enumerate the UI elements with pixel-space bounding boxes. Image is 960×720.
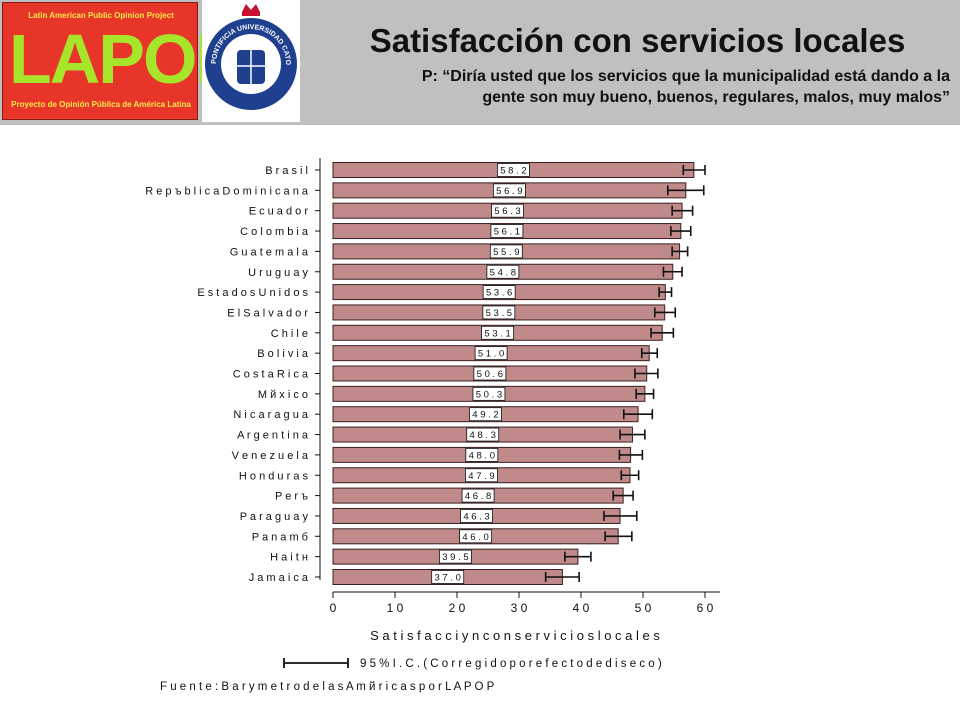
header-banner: Latin American Public Opinion Project LA… — [0, 0, 960, 125]
value-label-box — [491, 203, 524, 218]
category-label: B o l i v i a — [257, 348, 309, 360]
value-label: 4 6 . 3 — [463, 511, 489, 522]
category-label: C o l o m b i a — [240, 226, 309, 238]
category-label: J a m a i c a — [249, 572, 309, 584]
value-label: 4 7 . 9 — [468, 471, 494, 482]
university-seal-icon: PONTIFICIA UNIVERSIDAD CATOLICA DE CHILE — [199, 0, 297, 110]
category-label: E s t a d o s U n i d o s — [197, 287, 308, 299]
x-tick-label: 2 0 — [449, 601, 466, 615]
lapop-logo: Latin American Public Opinion Project LA… — [2, 2, 242, 120]
value-label: 5 4 . 8 — [490, 267, 516, 278]
category-label: M й x i c o — [258, 389, 308, 401]
lapop-logo-top-text: Latin American Public Opinion Project — [28, 11, 174, 20]
satisfaction-bar-chart: B r a s i l 5 8 . 2 R e p ъ b l i c a D o … — [145, 158, 720, 693]
value-label: 5 6 . 9 — [496, 186, 522, 197]
value-label: 5 3 . 5 — [486, 308, 512, 319]
category-label: E l S a l v a d o r — [227, 307, 308, 319]
category-label: V e n e z u e l a — [232, 450, 309, 462]
value-label-box — [482, 305, 516, 320]
category-label: G u a t e m a l a — [230, 246, 309, 258]
lapop-logo-bottom-text: Proyecto de Opinión Pública de América L… — [11, 100, 191, 109]
category-label: N i c a r a g u a — [233, 409, 308, 421]
value-label: 5 5 . 9 — [493, 247, 519, 258]
value-label: 5 6 . 3 — [494, 206, 520, 217]
value-label: 5 8 . 2 — [500, 166, 526, 177]
value-label: 5 3 . 1 — [484, 328, 510, 339]
value-label: 5 3 . 6 — [486, 288, 512, 299]
value-label: 5 6 . 1 — [494, 227, 520, 238]
x-tick-label: 3 0 — [511, 601, 528, 615]
value-label-box — [497, 163, 530, 177]
category-label: U r u g u a y — [248, 267, 308, 279]
legend-label: 9 5 % I . C . ( C o r r e g i d o p o r … — [360, 658, 662, 670]
value-label-box — [465, 447, 499, 462]
x-tick-label: 6 0 — [697, 601, 714, 615]
value-label: 4 8 . 3 — [470, 430, 496, 441]
value-label-box — [460, 509, 493, 523]
category-label: P a r a g u a y — [240, 511, 309, 523]
value-label-box — [431, 570, 465, 584]
value-label: 4 6 . 8 — [465, 491, 491, 502]
value-label: 3 9 . 5 — [442, 552, 468, 563]
value-label-box — [473, 366, 507, 381]
value-label-box — [461, 488, 495, 503]
category-label: A r g e n t i n a — [237, 430, 309, 442]
question-line-2: gente son muy bueno, buenos, regulares, … — [482, 89, 950, 106]
value-label: 4 9 . 2 — [472, 410, 498, 421]
category-label: C h i l e — [271, 328, 308, 340]
page-title: Satisfacción con servicios locales — [369, 22, 906, 59]
value-label-box — [469, 407, 502, 422]
value-label-box — [466, 427, 500, 442]
value-label-box — [489, 244, 523, 259]
x-tick-label: 1 0 — [387, 601, 404, 615]
value-label: 5 1 . 0 — [478, 349, 504, 360]
value-label: 5 0 . 3 — [476, 389, 502, 400]
category-label: E c u a d o r — [249, 206, 309, 218]
category-label: R e p ъ b l i c a D o m i n i c a n a — [145, 185, 309, 197]
question-subtitle: P: “Diría usted que los servicios que la… — [320, 66, 950, 108]
category-label: C o s t a R i c a — [233, 369, 309, 381]
category-label: P a n a m б — [252, 531, 308, 543]
university-seal: PONTIFICIA UNIVERSIDAD CATOLICA DE CHILE — [199, 0, 300, 122]
source-note: F u e n t e : B a r у m e t r o d e l a … — [160, 681, 495, 693]
value-label-box — [492, 183, 526, 198]
value-label-box — [490, 224, 524, 238]
value-label: 4 8 . 0 — [469, 450, 495, 461]
question-line-1: P: “Diría usted que los servicios que la… — [421, 68, 950, 85]
value-label-box — [486, 264, 520, 279]
value-label-box — [481, 325, 515, 340]
value-label-box — [472, 386, 506, 401]
value-label-box — [459, 529, 493, 544]
value-label: 3 7 . 0 — [434, 573, 460, 584]
category-label: H o n d u r a s — [239, 470, 309, 482]
value-label: 4 6 . 0 — [462, 532, 488, 543]
x-tick-label: 4 0 — [573, 601, 590, 615]
category-label: B r a s i l — [265, 165, 308, 177]
value-label-box — [474, 346, 508, 361]
x-tick-label: 0 — [330, 601, 337, 615]
value-label: 5 0 . 6 — [477, 369, 503, 380]
category-label: P e r ъ — [275, 491, 308, 503]
x-tick-label: 5 0 — [635, 601, 652, 615]
value-label-box — [465, 468, 498, 483]
value-label-box — [439, 549, 472, 564]
category-label: H a i t н — [270, 552, 308, 564]
x-axis-title: S a t i s f a c c i у n c o n s e r v i … — [370, 628, 660, 643]
value-label-box — [482, 285, 516, 300]
